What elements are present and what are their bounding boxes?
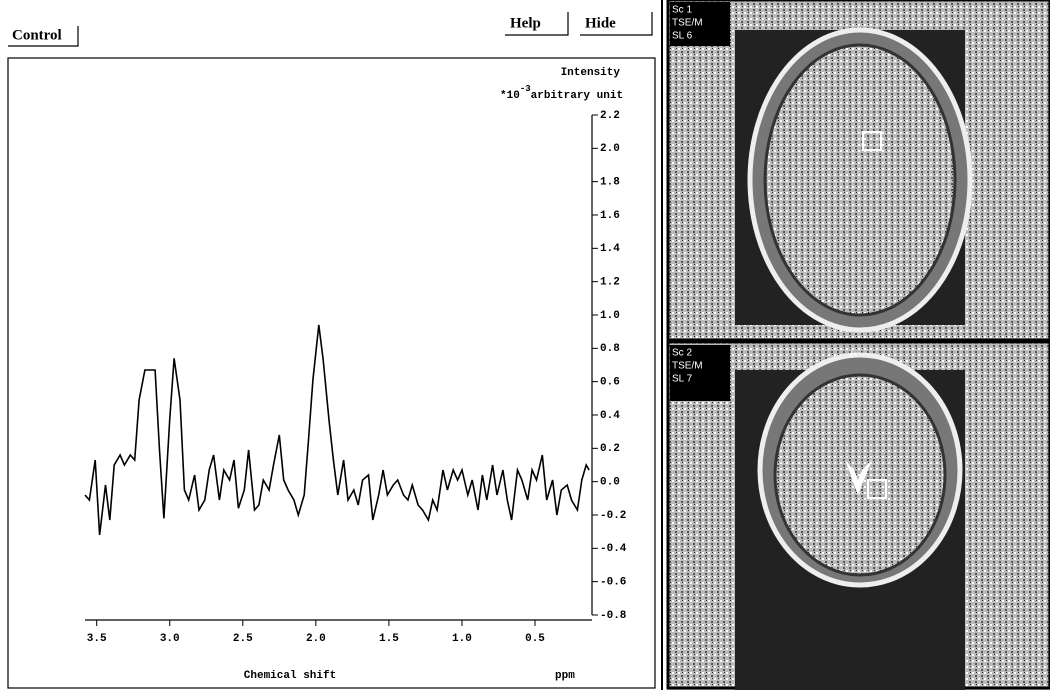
y-tick-label: 2.2 bbox=[600, 110, 620, 122]
mri-coronal: H bbox=[668, 342, 1050, 690]
brain bbox=[765, 45, 955, 315]
control-label[interactable]: Control bbox=[12, 27, 62, 43]
image-label: Sc 1 bbox=[672, 5, 692, 16]
y-tick-label: -0.6 bbox=[600, 577, 626, 589]
hide-label[interactable]: Hide bbox=[585, 15, 616, 31]
y-tick-label: 0.0 bbox=[600, 477, 620, 489]
help-label[interactable]: Help bbox=[510, 15, 541, 31]
x-tick-label: 1.0 bbox=[452, 633, 472, 645]
unit-prefix: *10 bbox=[500, 90, 520, 102]
y-tick-label: 2.0 bbox=[600, 143, 620, 155]
x-tick-label: 1.5 bbox=[379, 633, 399, 645]
image-label: SL 7 bbox=[672, 374, 693, 385]
image-label: TSE/M bbox=[672, 361, 703, 372]
x-axis-label: Chemical shift bbox=[244, 670, 336, 682]
x-tick-label: 3.0 bbox=[160, 633, 180, 645]
x-axis-unit: ppm bbox=[555, 670, 575, 682]
y-tick-label: 0.4 bbox=[600, 410, 620, 422]
page: Control Help Hide H Sc 1 TSE/M SL 6 Sc 2 bbox=[0, 0, 1050, 690]
y-tick-label: -0.4 bbox=[600, 543, 627, 555]
x-tick-label: 2.0 bbox=[306, 633, 326, 645]
y-tick-label: 1.0 bbox=[600, 310, 620, 322]
unit-text: arbitrary unit bbox=[531, 90, 623, 102]
y-tick-label: 1.8 bbox=[600, 177, 620, 189]
image-label: Sc 2 bbox=[672, 348, 692, 359]
y-tick-label: 1.6 bbox=[600, 210, 620, 222]
orientation-marker: H bbox=[850, 350, 857, 361]
screen: Control Help Hide H Sc 1 TSE/M SL 6 Sc 2 bbox=[0, 0, 1050, 690]
y-tick-label: 0.8 bbox=[600, 343, 620, 355]
y-axis-label: Intensity bbox=[561, 67, 621, 79]
x-tick-label: 3.5 bbox=[87, 633, 107, 645]
image-label: SL 6 bbox=[672, 31, 693, 42]
x-tick-label: 2.5 bbox=[233, 633, 253, 645]
unit-exponent: -3 bbox=[520, 84, 531, 94]
y-tick-label: -0.8 bbox=[600, 610, 627, 622]
mri-axial bbox=[668, 0, 1050, 340]
y-tick-label: 1.2 bbox=[600, 277, 620, 289]
y-tick-label: -0.2 bbox=[600, 510, 626, 522]
y-tick-label: 1.4 bbox=[600, 243, 620, 255]
y-tick-label: 0.6 bbox=[600, 377, 620, 389]
x-tick-label: 0.5 bbox=[525, 633, 545, 645]
y-tick-label: 0.2 bbox=[600, 443, 620, 455]
image-label: TSE/M bbox=[672, 18, 703, 29]
